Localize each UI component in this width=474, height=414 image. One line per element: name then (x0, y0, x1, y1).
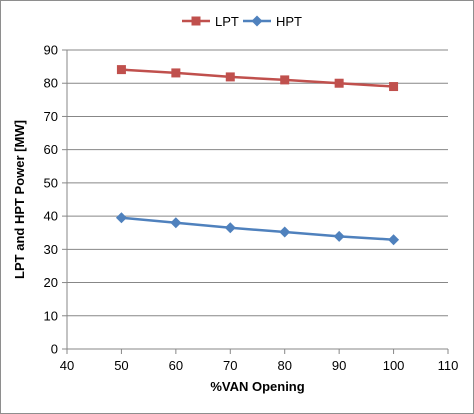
legend-item-lpt: LPT (182, 14, 239, 29)
legend-marker (251, 15, 263, 27)
legend-label: LPT (215, 14, 239, 29)
data-point-lpt (334, 78, 344, 88)
data-point-lpt (171, 68, 181, 78)
series-lpt (116, 65, 399, 92)
series-line-hpt (121, 216, 394, 241)
y-tick-label: 10 (44, 308, 58, 323)
data-point-lpt (116, 65, 126, 75)
x-tick-label: 40 (60, 358, 74, 373)
data-point-hpt (170, 217, 182, 229)
y-tick-label: 30 (44, 242, 58, 257)
y-tick-label: 80 (44, 76, 58, 91)
y-tick-label: 70 (44, 109, 58, 124)
legend-label: HPT (276, 14, 302, 29)
legend: LPT HPT (182, 14, 302, 29)
x-tick-label: 100 (383, 358, 405, 373)
x-tick-label: 90 (332, 358, 346, 373)
data-point-lpt (280, 75, 290, 85)
y-axis-title: LPT and HPT Power [MW] (12, 120, 27, 279)
x-tick-label: 70 (223, 358, 237, 373)
x-tick-label: 60 (169, 358, 183, 373)
series-line-lpt (121, 68, 394, 88)
x-axis-title: %VAN Opening (210, 379, 304, 394)
data-point-lpt (225, 72, 235, 82)
data-point-hpt (115, 212, 127, 224)
y-tick-label: 90 (44, 43, 58, 58)
legend-marker (191, 16, 201, 26)
data-point-hpt (388, 234, 400, 246)
series-hpt (115, 212, 400, 246)
y-tick-label: 50 (44, 175, 58, 190)
legend-item-hpt: HPT (243, 14, 302, 29)
data-point-hpt (333, 230, 345, 242)
data-point-lpt (389, 82, 399, 92)
x-tick-label: 50 (114, 358, 128, 373)
y-tick-label: 20 (44, 275, 58, 290)
y-tick-label: 0 (51, 342, 58, 357)
y-tick-label: 40 (44, 209, 58, 224)
x-tick-label: 110 (438, 358, 459, 373)
x-tick-label: 80 (277, 358, 291, 373)
y-tick-label: 60 (44, 142, 58, 157)
data-point-hpt (279, 226, 291, 238)
gridlines (67, 49, 448, 317)
data-point-hpt (224, 222, 236, 234)
axes: 0 10 20 30 40 50 60 70 80 90 40 50 60 70 80 90 100 110 (44, 43, 459, 374)
series-layer (115, 65, 400, 246)
